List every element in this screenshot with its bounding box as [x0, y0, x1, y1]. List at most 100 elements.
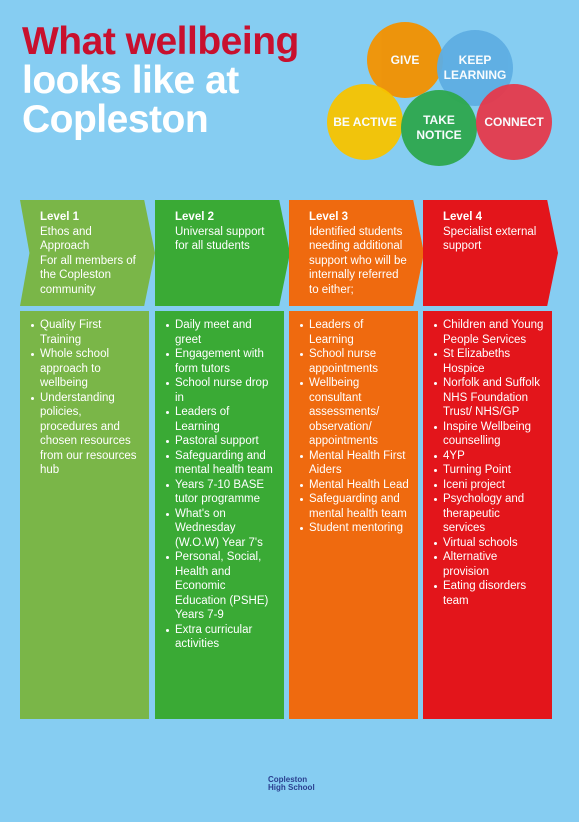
- level-body: Daily meet and greet Engagement with form…: [155, 311, 284, 719]
- list-item: Student mentoring: [299, 521, 410, 536]
- bullet: [31, 353, 34, 356]
- level-body: Leaders of Learning School nurse appointm…: [289, 311, 418, 719]
- item-text: Whole school approach to wellbeing: [40, 348, 110, 389]
- level-description: Universal support for all students: [175, 225, 265, 253]
- bullet: [166, 454, 169, 458]
- list-item: Pastoral support: [165, 434, 276, 449]
- list-item: Whole school approach to wellbeing: [30, 347, 141, 391]
- level-header: Level 3 Identified students needing addit…: [289, 200, 424, 306]
- list-item: Leaders of Learning: [299, 318, 410, 347]
- bullet: [166, 382, 169, 385]
- level-header: Level 2 Universal support for all student…: [155, 200, 290, 306]
- title-line: Copleston: [22, 98, 209, 141]
- bullet: [300, 324, 303, 327]
- item-text: School nurse appointments: [309, 348, 379, 375]
- list-item: What's on Wednesday (W.O.W) Year 7's: [165, 507, 276, 551]
- circle: CONNECT: [476, 84, 552, 160]
- item-text: Leaders of Learning: [175, 406, 230, 433]
- title: What wellbeing looks like at Copleston: [22, 22, 299, 139]
- circle-label: GIVE: [390, 52, 420, 67]
- bullet: [300, 483, 303, 487]
- bullet: [434, 324, 437, 327]
- circle: GIVE: [367, 22, 443, 98]
- bullet: [300, 353, 303, 356]
- level-description: Identified students needing additional s…: [309, 225, 407, 296]
- item-text: Daily meet and greet: [175, 319, 252, 346]
- logo-line: High School: [268, 783, 315, 792]
- item-text: Extra curricular activities: [175, 623, 253, 651]
- circle: TAKE NOTICE: [401, 90, 477, 166]
- list-item: Extra curricular activities: [165, 623, 276, 652]
- item-text: Leaders of Learning: [309, 319, 364, 346]
- bullet: [434, 382, 437, 385]
- bullet: [300, 498, 303, 501]
- title-line: What wellbeing: [22, 20, 299, 63]
- level-header: Level 4 Specialist external support: [423, 200, 558, 306]
- list-item: Safeguarding and mental health team: [299, 492, 410, 521]
- bullet: [434, 454, 437, 458]
- item-text: Safeguarding and mental health team: [309, 493, 407, 520]
- item-text: Personal, Social, Health and Economic Ed…: [175, 551, 269, 621]
- bullet: [434, 353, 437, 356]
- bullet: [166, 440, 169, 443]
- level-heading: Level 3: [309, 211, 348, 223]
- list-item: Engagement with form tutors: [165, 347, 276, 376]
- bullet: [166, 556, 169, 559]
- title-line: looks like at: [22, 59, 239, 102]
- bullet: [300, 382, 303, 385]
- item-text: Engagement with form tutors: [175, 348, 264, 375]
- list-item: Children and Young People Services: [433, 318, 544, 347]
- item-text: Eating disorders team: [443, 580, 527, 607]
- list-item: Quality First Training: [30, 318, 141, 347]
- item-text: School nurse drop in: [175, 377, 269, 404]
- logo-line: Copleston: [268, 775, 308, 784]
- list-item: Eating disorders team: [433, 579, 544, 608]
- list-item: Leaders of Learning: [165, 405, 276, 434]
- item-text: Pastoral support: [175, 435, 259, 447]
- list-item: Virtual schools: [433, 536, 544, 551]
- circle-label: BE ACTIVE: [333, 114, 397, 129]
- item-text: Turning Point: [443, 464, 511, 476]
- bullet: [166, 353, 169, 356]
- item-text: Student mentoring: [309, 522, 403, 534]
- bullet: [434, 483, 437, 487]
- list-item: Years 7-10 BASE tutor programme: [165, 478, 276, 507]
- item-text: St Elizabeths Hospice: [443, 348, 511, 375]
- item-text: Years 7-10 BASE tutor programme: [175, 478, 265, 506]
- bullet: [434, 585, 437, 588]
- level-body: Quality First Training Whole school appro…: [20, 311, 149, 719]
- item-text: Iceni project: [443, 478, 506, 491]
- bullet: [166, 628, 169, 632]
- item-text: Mental Health First Aiders: [309, 449, 406, 477]
- item-text: Psychology and therapeutic services: [443, 493, 525, 534]
- list-item: Personal, Social, Health and Economic Ed…: [165, 550, 276, 623]
- bullet: [434, 556, 437, 559]
- level-body: Children and Young People Services St Eli…: [423, 311, 552, 719]
- list-item: Mental Health First Aiders: [299, 449, 410, 478]
- bullet: [300, 527, 303, 530]
- item-text: Understanding policies, procedures and c…: [40, 391, 137, 477]
- bullet: [434, 425, 437, 429]
- item-text: Inspire Wellbeing counselling: [443, 420, 532, 448]
- list-item: School nurse drop in: [165, 376, 276, 405]
- list-item: School nurse appointments: [299, 347, 410, 376]
- bullet: [166, 483, 169, 487]
- bullet: [300, 454, 303, 458]
- circle-label: CONNECT: [484, 114, 544, 129]
- item-text: Safeguarding and mental health team: [175, 449, 273, 477]
- level-description: For all members of the Copleston communi…: [40, 254, 136, 296]
- item-text: Virtual schools: [443, 536, 518, 549]
- logo: Copleston High School: [268, 776, 315, 792]
- list-item: Safeguarding and mental health team: [165, 449, 276, 478]
- list-item: Understanding policies, procedures and c…: [30, 391, 141, 478]
- item-text: What's on Wednesday (W.O.W) Year 7's: [175, 507, 263, 549]
- circle-label: NOTICE: [416, 128, 462, 142]
- list-item: Wellbeing consultant assessments/ observ…: [299, 376, 410, 449]
- list-item: Alternative provision: [433, 550, 544, 579]
- bullet: [31, 324, 34, 327]
- item-text: Children and Young People Services: [443, 319, 544, 346]
- level-heading: Level 2: [175, 211, 214, 223]
- list-item: Daily meet and greet: [165, 318, 276, 347]
- list-item: Inspire Wellbeing counselling: [433, 420, 544, 449]
